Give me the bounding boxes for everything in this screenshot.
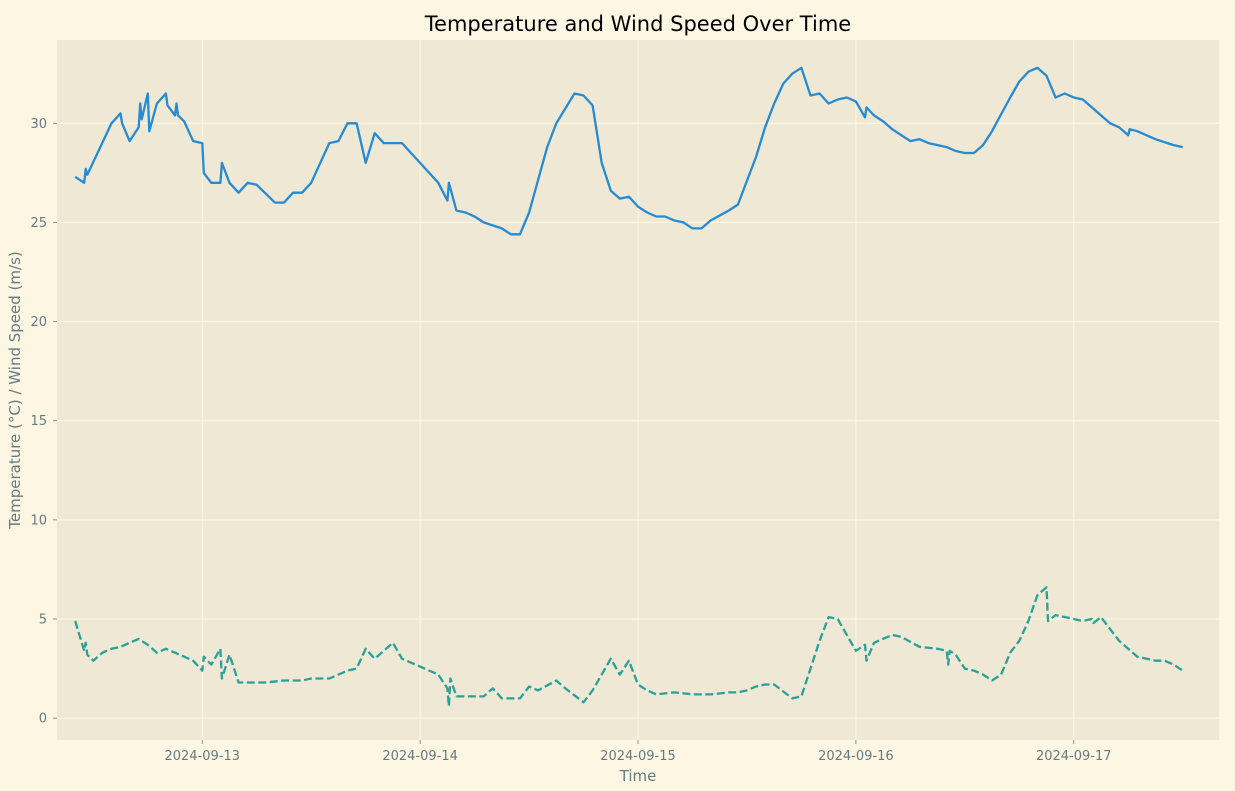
y-axis-label: Temperature (°C) / Wind Speed (m/s) [6, 251, 24, 530]
series-layer [74, 66, 1184, 708]
y-axis-ticks: 0 5 10 15 20 25 30 [30, 117, 57, 727]
chart-title: Temperature and Wind Speed Over Time [424, 12, 851, 36]
temperature-line [74, 66, 1183, 236]
x-tick-label: 2024-09-15 [600, 749, 676, 764]
y-tick-label: 5 [39, 613, 47, 628]
wind-speed-line [74, 586, 1184, 708]
y-tick-label: 15 [30, 414, 47, 429]
x-axis-ticks: 2024-09-13 2024-09-14 2024-09-15 2024-09-16… [164, 740, 1112, 764]
y-tick-label: 10 [30, 513, 47, 528]
grid [57, 40, 1219, 740]
y-tick-label: 25 [30, 216, 47, 231]
y-tick-label: 20 [30, 315, 47, 330]
y-tick-label: 30 [30, 117, 47, 132]
y-tick-label: 0 [39, 712, 47, 727]
x-tick-label: 2024-09-13 [164, 749, 240, 764]
x-axis-label: Time [619, 767, 657, 785]
x-tick-label: 2024-09-17 [1036, 749, 1112, 764]
x-tick-label: 2024-09-16 [818, 749, 894, 764]
x-tick-label: 2024-09-14 [382, 749, 458, 764]
